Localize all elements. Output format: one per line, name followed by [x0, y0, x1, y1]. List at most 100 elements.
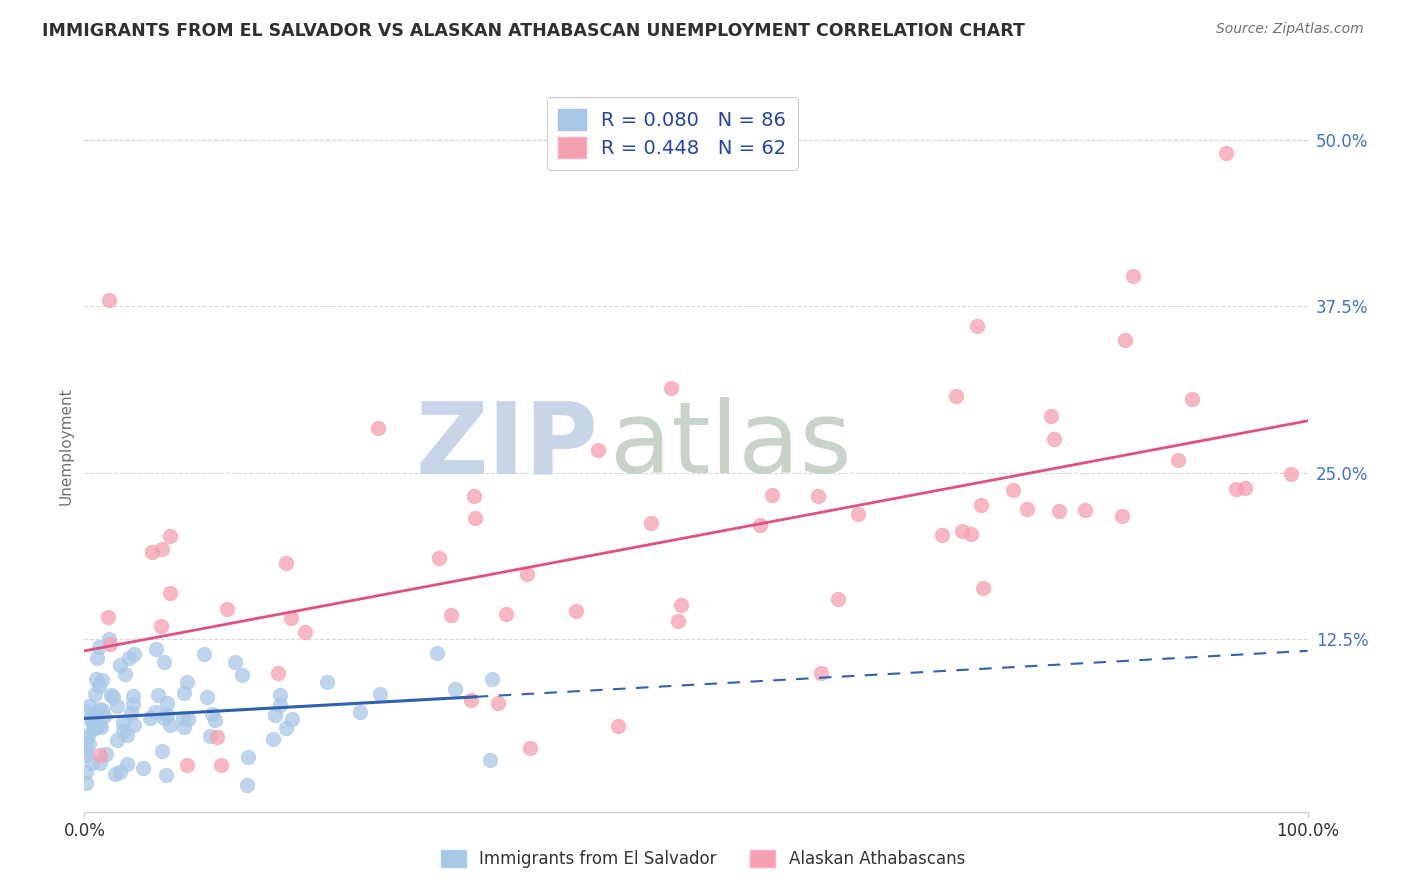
Point [121, 697, 143, 711]
Point [515, 566, 537, 581]
Point [231, 667, 253, 681]
Point [440, 607, 463, 622]
Point [217, 601, 239, 615]
Point [464, 511, 486, 525]
Point [98, 632, 121, 647]
Point [349, 705, 371, 719]
Point [156, 708, 179, 723]
Point [152, 711, 174, 725]
Point [945, 389, 967, 403]
Point [481, 673, 503, 687]
Point [173, 685, 195, 699]
Point [761, 488, 783, 502]
Point [84, 672, 107, 686]
Point [236, 779, 259, 793]
Point [669, 598, 692, 612]
Point [75, 742, 97, 756]
Point [463, 489, 485, 503]
Point [177, 712, 200, 726]
Point [145, 706, 167, 720]
Point [1039, 409, 1062, 423]
Point [141, 545, 163, 559]
Point [159, 717, 181, 731]
Point [479, 753, 502, 767]
Point [827, 592, 849, 607]
Point [486, 696, 509, 710]
Point [749, 517, 772, 532]
Point [132, 761, 155, 775]
Point [89, 756, 111, 770]
Point [666, 614, 689, 628]
Point [269, 689, 291, 703]
Point [1279, 467, 1302, 482]
Point [262, 732, 284, 747]
Point [75, 705, 97, 719]
Point [172, 711, 194, 725]
Point [519, 740, 541, 755]
Point [84, 706, 107, 721]
Point [153, 656, 176, 670]
Point [100, 689, 122, 703]
Point [75, 732, 97, 747]
Point [276, 556, 298, 570]
Point [176, 674, 198, 689]
Point [1181, 392, 1204, 406]
Point [952, 524, 974, 538]
Point [155, 768, 177, 782]
Point [207, 730, 229, 744]
Point [150, 542, 173, 557]
Point [846, 508, 869, 522]
Point [204, 713, 226, 727]
Point [970, 498, 993, 512]
Point [429, 551, 451, 566]
Point [198, 729, 221, 743]
Point [193, 648, 215, 662]
Point [89, 702, 111, 716]
Point [75, 764, 97, 779]
Point [155, 696, 177, 710]
Point [150, 744, 173, 758]
Point [104, 766, 127, 780]
Point [460, 692, 482, 706]
Point [97, 609, 120, 624]
Point [105, 698, 128, 713]
Point [238, 750, 260, 764]
Point [115, 728, 138, 742]
Point [77, 699, 100, 714]
Point [201, 706, 224, 721]
Point [315, 675, 337, 690]
Point [195, 690, 218, 705]
Point [77, 737, 100, 751]
Legend: Immigrants from El Salvador, Alaskan Athabascans: Immigrants from El Salvador, Alaskan Ath… [434, 843, 972, 875]
Point [1074, 503, 1097, 517]
Point [1047, 504, 1070, 518]
Point [90, 720, 112, 734]
Point [87, 679, 110, 693]
Point [139, 711, 162, 725]
Point [807, 489, 830, 503]
Point [112, 716, 135, 731]
Point [108, 658, 131, 673]
Point [148, 688, 170, 702]
Point [93, 708, 115, 723]
Point [224, 655, 246, 669]
Point [83, 688, 105, 702]
Text: Source: ZipAtlas.com: Source: ZipAtlas.com [1216, 22, 1364, 37]
Point [966, 318, 988, 333]
Point [640, 516, 662, 530]
Point [931, 528, 953, 542]
Point [159, 529, 181, 543]
Point [82, 716, 104, 731]
Text: ZIP: ZIP [415, 398, 598, 494]
Point [368, 687, 391, 701]
Point [159, 586, 181, 600]
Point [176, 758, 198, 772]
Point [1122, 269, 1144, 284]
Point [1001, 483, 1024, 498]
Point [122, 718, 145, 732]
Point [77, 729, 100, 743]
Point [1043, 432, 1066, 446]
Point [115, 757, 138, 772]
Point [263, 708, 285, 723]
Legend: R = 0.080   N = 86, R = 0.448   N = 62: R = 0.080 N = 86, R = 0.448 N = 62 [547, 97, 799, 169]
